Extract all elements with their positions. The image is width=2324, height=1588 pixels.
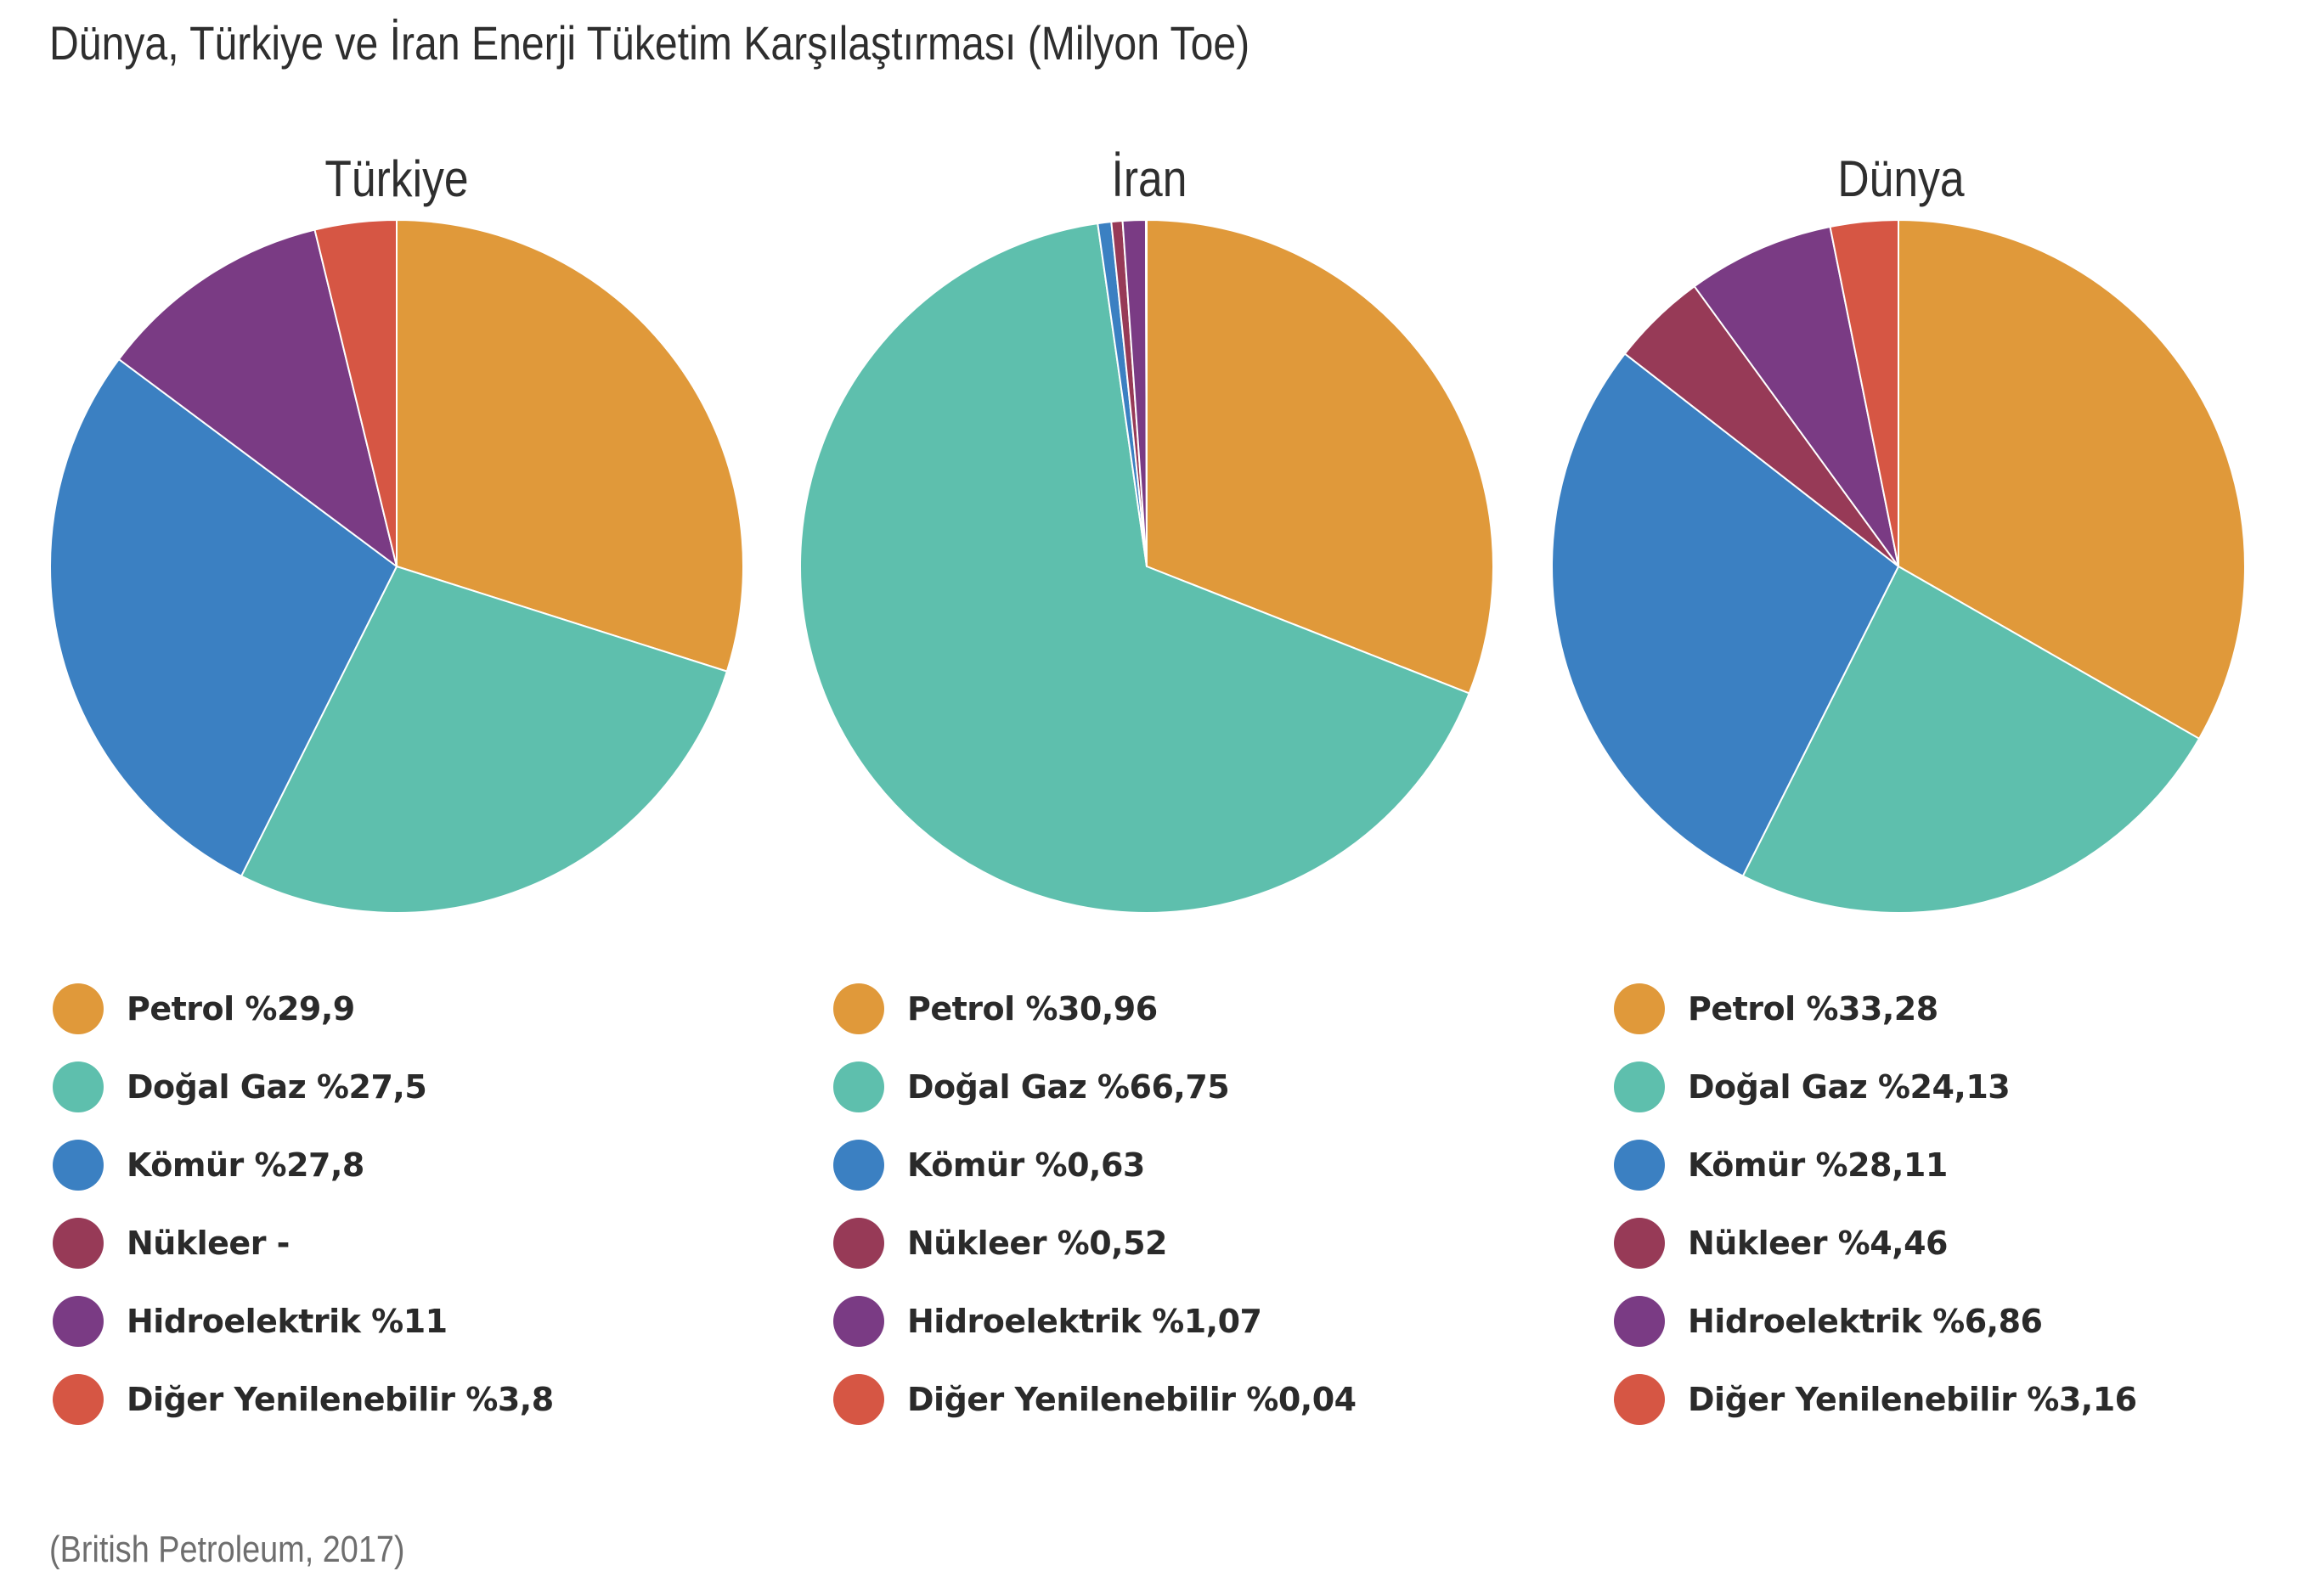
legend-item-dogal-gaz: Doğal Gaz %66,75 — [833, 1048, 1357, 1126]
source-note: (British Petroleum, 2017) — [49, 1529, 405, 1570]
legend-label: Petrol %30,96 — [907, 990, 1158, 1028]
slice-diger — [1144, 218, 1148, 567]
legend-label: Kömür %28,11 — [1688, 1146, 1948, 1184]
slice-petrol — [1898, 219, 2246, 740]
legend-item-diger: Diğer Yenilenebilir %0,04 — [833, 1360, 1357, 1439]
slice-diger — [313, 219, 398, 567]
swatch-hidroelektrik — [53, 1296, 104, 1347]
legend-label: Diğer Yenilenebilir %3,8 — [127, 1381, 554, 1418]
chart-title-iran: İran — [1111, 150, 1187, 207]
slice-dogal-gaz — [240, 566, 728, 914]
slice-petrol — [396, 219, 744, 673]
legend-item-diger: Diğer Yenilenebilir %3,16 — [1614, 1360, 2137, 1439]
slice-hidroelektrik — [1693, 226, 1899, 567]
legend-label: Nükleer - — [127, 1225, 290, 1262]
legend-item-diger: Diğer Yenilenebilir %3,8 — [53, 1360, 554, 1439]
legend-label: Nükleer %0,52 — [907, 1225, 1168, 1262]
slice-petrol — [1146, 219, 1494, 695]
swatch-nukleer — [1614, 1218, 1665, 1269]
legend-label: Hidroelektrik %1,07 — [907, 1303, 1262, 1340]
swatch-komur — [1614, 1140, 1665, 1191]
swatch-diger — [53, 1374, 104, 1425]
legend-item-hidroelektrik: Hidroelektrik %6,86 — [1614, 1282, 2137, 1360]
pie-iran — [799, 218, 1494, 914]
legend-iran: Petrol %30,96 Doğal Gaz %66,75 Kömür %0,… — [833, 970, 1357, 1439]
legend-item-dogal-gaz: Doğal Gaz %24,13 — [1614, 1048, 2137, 1126]
legend-label: Hidroelektrik %6,86 — [1688, 1303, 2043, 1340]
legend-dunya: Petrol %33,28 Doğal Gaz %24,13 Kömür %28… — [1614, 970, 2137, 1439]
swatch-diger — [1614, 1374, 1665, 1425]
legend-item-petrol: Petrol %30,96 — [833, 970, 1357, 1048]
legend-label: Doğal Gaz %27,5 — [127, 1068, 427, 1106]
legend-label: Kömür %0,63 — [907, 1146, 1145, 1184]
legend-item-dogal-gaz: Doğal Gaz %27,5 — [53, 1048, 554, 1126]
chart-title-turkiye: Türkiye — [324, 150, 469, 207]
legend-item-nukleer: Nükleer %4,46 — [1614, 1204, 2137, 1282]
swatch-komur — [53, 1140, 104, 1191]
pie-turkiye — [49, 219, 744, 914]
legend-item-petrol: Petrol %33,28 — [1614, 970, 2137, 1048]
swatch-diger — [833, 1374, 884, 1425]
swatch-dogal-gaz — [53, 1061, 104, 1112]
slice-diger — [1829, 219, 1899, 567]
swatch-dogal-gaz — [1614, 1061, 1665, 1112]
legend-item-komur: Kömür %28,11 — [1614, 1126, 2137, 1204]
swatch-petrol — [1614, 983, 1665, 1034]
slice-dogal-gaz — [799, 222, 1470, 914]
slice-komur — [49, 358, 398, 877]
slice-komur — [1551, 352, 1899, 877]
legend-label: Petrol %29,9 — [127, 990, 355, 1028]
slice-hidroelektrik — [117, 228, 398, 567]
legend-label: Diğer Yenilenebilir %3,16 — [1688, 1381, 2137, 1418]
legend-label: Petrol %33,28 — [1688, 990, 1938, 1028]
legend-label: Diğer Yenilenebilir %0,04 — [907, 1381, 1357, 1418]
legend-item-hidroelektrik: Hidroelektrik %11 — [53, 1282, 554, 1360]
swatch-petrol — [53, 983, 104, 1034]
swatch-komur — [833, 1140, 884, 1191]
legend-item-komur: Kömür %0,63 — [833, 1126, 1357, 1204]
chart-title-dunya: Dünya — [1837, 150, 1965, 207]
slice-dogal-gaz — [1741, 566, 2201, 914]
swatch-nukleer — [53, 1218, 104, 1269]
legend-label: Doğal Gaz %24,13 — [1688, 1068, 2011, 1106]
legend-label: Nükleer %4,46 — [1688, 1225, 1949, 1262]
page-title: Dünya, Türkiye ve İran Enerji Tüketim Ka… — [49, 16, 1250, 70]
legend-label: Doğal Gaz %66,75 — [907, 1068, 1230, 1106]
legend-turkiye: Petrol %29,9 Doğal Gaz %27,5 Kömür %27,8… — [53, 970, 554, 1439]
swatch-nukleer — [833, 1218, 884, 1269]
swatch-dogal-gaz — [833, 1061, 884, 1112]
legend-item-komur: Kömür %27,8 — [53, 1126, 554, 1204]
legend-item-nukleer: Nükleer - — [53, 1204, 554, 1282]
swatch-hidroelektrik — [833, 1296, 884, 1347]
pie-dunya — [1551, 219, 2246, 914]
swatch-petrol — [833, 983, 884, 1034]
legend-label: Kömür %27,8 — [127, 1146, 364, 1184]
legend-item-hidroelektrik: Hidroelektrik %1,07 — [833, 1282, 1357, 1360]
legend-item-nukleer: Nükleer %0,52 — [833, 1204, 1357, 1282]
legend-label: Hidroelektrik %11 — [127, 1303, 448, 1340]
legend-item-petrol: Petrol %29,9 — [53, 970, 554, 1048]
swatch-hidroelektrik — [1614, 1296, 1665, 1347]
